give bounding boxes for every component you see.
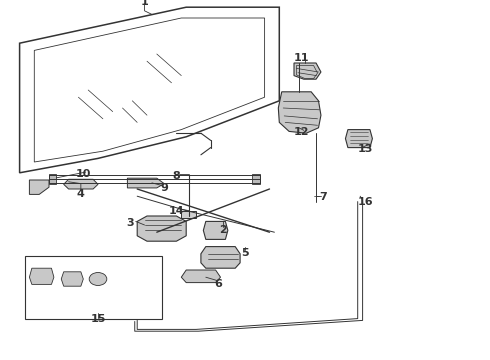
Text: 8: 8 xyxy=(172,171,180,181)
Text: 1: 1 xyxy=(141,0,148,7)
Polygon shape xyxy=(252,174,260,184)
Text: 10: 10 xyxy=(75,168,91,179)
Polygon shape xyxy=(345,130,372,148)
Polygon shape xyxy=(127,178,164,188)
Polygon shape xyxy=(29,268,54,284)
Text: 3: 3 xyxy=(126,218,134,228)
Polygon shape xyxy=(181,270,221,283)
Text: 6: 6 xyxy=(214,279,222,289)
Text: 13: 13 xyxy=(357,144,373,154)
Text: 2: 2 xyxy=(219,225,227,235)
Polygon shape xyxy=(278,92,321,133)
Text: 7: 7 xyxy=(319,192,327,202)
Circle shape xyxy=(89,273,107,285)
Polygon shape xyxy=(49,174,56,184)
Bar xyxy=(24,256,162,319)
Text: 15: 15 xyxy=(90,314,106,324)
Polygon shape xyxy=(137,216,186,241)
Polygon shape xyxy=(64,179,98,189)
Polygon shape xyxy=(181,211,196,218)
Polygon shape xyxy=(61,272,83,286)
Polygon shape xyxy=(203,221,228,239)
Text: 16: 16 xyxy=(357,197,373,207)
Text: 12: 12 xyxy=(294,127,309,138)
Polygon shape xyxy=(294,63,321,79)
Text: 14: 14 xyxy=(169,206,184,216)
Text: 5: 5 xyxy=(241,248,249,258)
Text: 11: 11 xyxy=(294,53,309,63)
Text: 9: 9 xyxy=(160,183,168,193)
Text: 4: 4 xyxy=(77,189,85,199)
Polygon shape xyxy=(29,180,49,194)
Polygon shape xyxy=(201,247,240,268)
